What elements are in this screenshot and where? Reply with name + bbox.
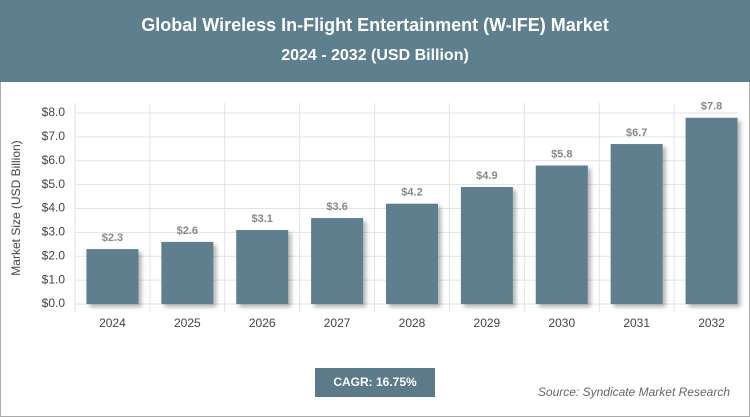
y-tick-label: $7.0 [42, 129, 66, 143]
value-label: $4.2 [401, 187, 422, 199]
y-tick-label: $5.0 [42, 177, 66, 191]
bar [386, 203, 438, 304]
bar [610, 144, 663, 304]
y-tick-label: $2.0 [42, 248, 66, 262]
bar [161, 241, 214, 304]
x-tick-label: 2024 [99, 316, 126, 330]
y-tick-label: $1.0 [42, 272, 66, 286]
x-tick-label: 2027 [324, 316, 351, 330]
value-label: $3.6 [326, 201, 347, 213]
y-axis-title: Market Size (USD Billion) [9, 140, 23, 275]
value-label: $2.3 [102, 232, 123, 244]
value-label: $2.6 [177, 225, 198, 237]
y-tick-label: $3.0 [42, 225, 66, 239]
y-tick-label: $0.0 [42, 296, 66, 310]
chart-subtitle: 2024 - 2032 (USD Billion) [281, 47, 469, 64]
value-label: $4.9 [476, 170, 497, 182]
x-tick-label: 2032 [698, 316, 725, 330]
source: Source: Syndicate Market Research [538, 385, 730, 399]
chart-title: Global Wireless In-Flight Entertainment … [141, 15, 609, 35]
cagr: CAGR: 16.75% [333, 375, 417, 389]
bar [311, 218, 364, 304]
bar [460, 187, 513, 304]
bar [685, 117, 738, 305]
x-tick-label: 2028 [399, 316, 426, 330]
x-tick-label: 2029 [474, 316, 501, 330]
value-label: $6.7 [626, 127, 647, 139]
y-tick-label: $6.0 [42, 153, 66, 167]
x-tick-label: 2030 [548, 316, 575, 330]
bar [236, 229, 289, 304]
value-label: $3.1 [252, 213, 273, 225]
x-tick-label: 2025 [174, 316, 201, 330]
x-tick-label: 2026 [249, 316, 276, 330]
y-tick-label: $8.0 [42, 105, 66, 119]
bar [535, 165, 588, 304]
x-tick-label: 2031 [623, 316, 650, 330]
value-label: $5.8 [551, 148, 572, 160]
y-tick-label: $4.0 [42, 201, 66, 215]
bar [86, 249, 139, 304]
header [0, 0, 750, 82]
value-label: $7.8 [701, 101, 722, 113]
cagr-box [315, 368, 435, 397]
